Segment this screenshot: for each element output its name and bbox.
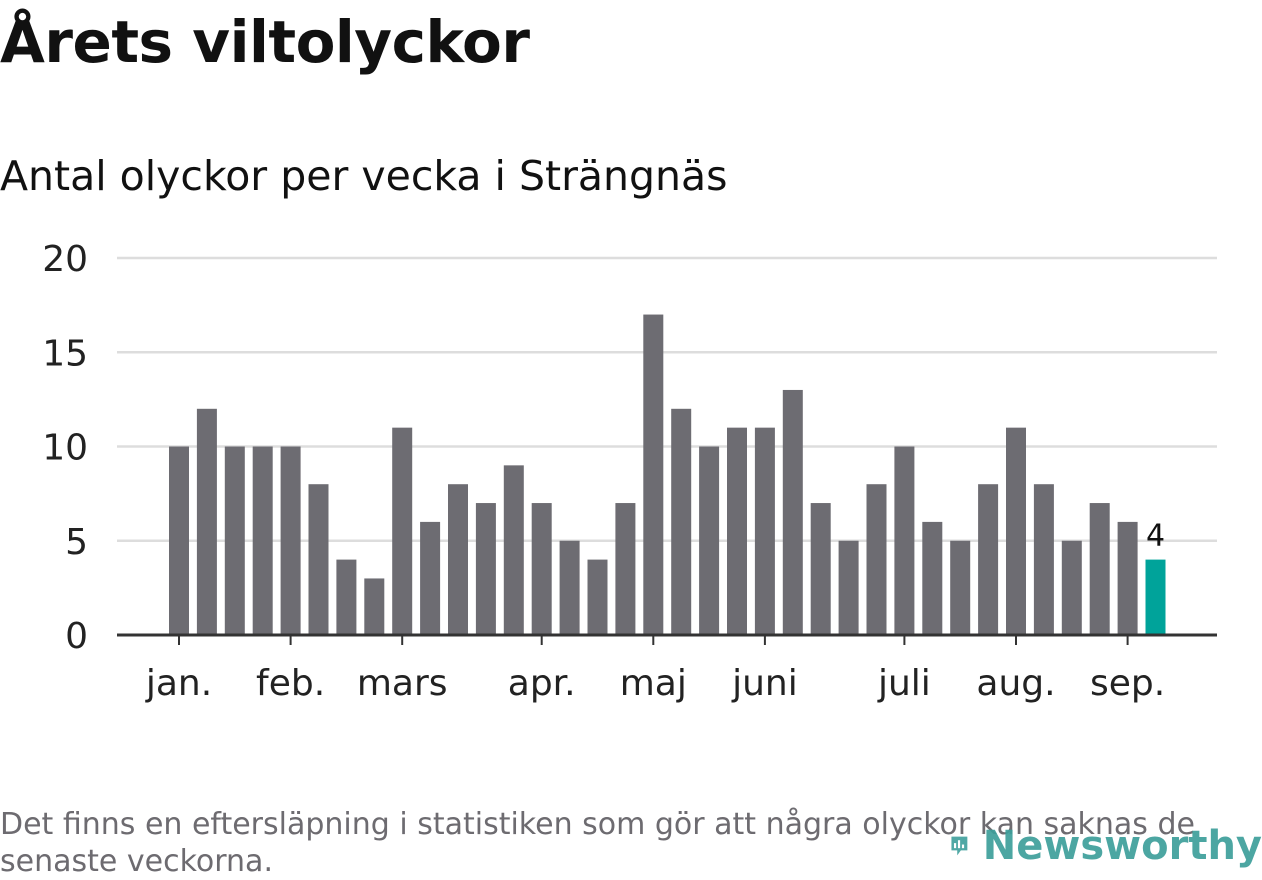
bar [1061,540,1082,635]
newsworthy-logo: Newsworthy [950,816,1262,876]
bar-chart: 0 5 10 15 20 4 jan. feb. mars apr. maj juni juli aug.… [42,239,1217,704]
x-tick-label: mars [357,663,448,704]
bar [1117,521,1138,635]
bar [950,540,971,635]
bar [587,559,608,635]
bar [615,503,636,635]
bar [754,427,775,635]
y-tick-label: 5 [65,522,88,563]
bar [252,446,273,635]
bar [196,408,217,635]
bar [671,408,692,635]
y-tick-label: 0 [65,616,88,657]
bar [838,540,859,635]
bar [1006,427,1026,635]
x-tick-label: juli [877,663,931,704]
x-tick-label: feb. [256,663,325,704]
bar [559,540,580,635]
chart-subtitle: Antal olyckor per vecka i Strängnäs [0,152,728,200]
bar [922,521,943,635]
bar [169,446,189,635]
bar-highlight [1145,559,1166,635]
bar [392,427,413,635]
bar [894,446,915,635]
data-label: 4 [1146,519,1165,554]
x-tick-label: juni [731,663,798,704]
x-tick-label: apr. [508,663,576,704]
y-tick-label: 20 [42,239,88,280]
bar [699,446,720,635]
bar [448,484,468,635]
bar [420,521,441,635]
x-tick-label: aug. [976,663,1055,704]
bar [727,427,747,635]
bar [224,446,245,635]
bar [978,484,999,635]
bar [866,484,887,635]
y-tick-label: 15 [42,333,88,374]
bar [336,559,357,635]
footnote: Det finns en eftersläpning i statistiken… [0,807,1195,879]
x-tick-label: jan. [145,663,212,704]
bar [475,503,496,635]
bar [782,389,803,635]
bar [364,578,385,635]
page-title: Årets viltolyckor [0,8,530,76]
brand-name: Newsworthy [982,823,1262,869]
y-tick-label: 10 [42,428,88,469]
newsworthy-logo-icon [951,836,968,856]
bar [308,484,329,635]
bar [503,465,524,635]
bar [1033,484,1054,635]
x-tick-label: maj [620,663,687,704]
bar [531,503,552,635]
bar [1089,503,1110,635]
bar [643,314,664,635]
x-tick-label: sep. [1090,663,1165,704]
bar [810,503,831,635]
bar [280,446,301,635]
